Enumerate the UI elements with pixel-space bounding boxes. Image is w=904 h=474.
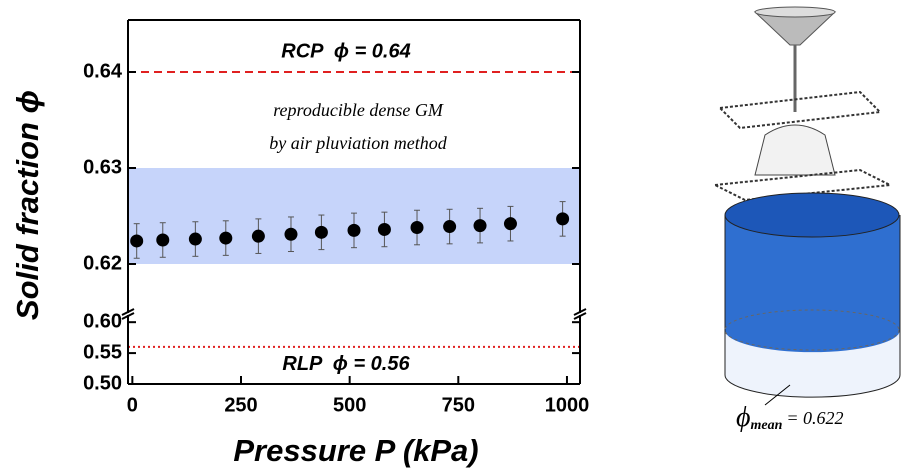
pointer bbox=[764, 384, 791, 406]
y-tick-label: 0.63 bbox=[83, 156, 122, 178]
funnel-rim bbox=[754, 6, 836, 18]
y-tick-label: 0.50 bbox=[83, 372, 122, 394]
x-tick-label: 0 bbox=[127, 394, 138, 416]
axis-break bbox=[121, 312, 135, 320]
x-tick-label: 1000 bbox=[545, 394, 590, 416]
point bbox=[156, 233, 170, 247]
y-tick-label: 0.60 bbox=[83, 310, 122, 332]
y-axis-label: Solid fraction ϕ bbox=[10, 90, 45, 320]
y-tick-label: 0.62 bbox=[83, 252, 122, 274]
cylinder-outline bbox=[724, 215, 901, 398]
axis-break bbox=[573, 308, 587, 316]
reference-label: RLP ϕ = 0.56 bbox=[282, 353, 410, 375]
point bbox=[473, 219, 487, 233]
point bbox=[410, 221, 424, 235]
point bbox=[443, 220, 457, 234]
y-tick-label: 0.64 bbox=[83, 60, 123, 82]
point bbox=[314, 225, 328, 239]
point bbox=[130, 234, 144, 248]
point bbox=[251, 229, 265, 243]
cylinder-top bbox=[724, 192, 900, 238]
point bbox=[556, 212, 570, 226]
pluviation-diagram: ϕmean = 0.622 bbox=[711, 6, 901, 433]
diagram-label: ϕmean = 0.622 bbox=[736, 402, 844, 433]
point bbox=[284, 227, 298, 241]
x-tick-label: 250 bbox=[224, 394, 257, 416]
axis-break bbox=[121, 308, 135, 316]
mesh bbox=[711, 168, 894, 202]
point bbox=[219, 231, 233, 245]
point bbox=[503, 217, 517, 231]
axis-break bbox=[573, 312, 587, 320]
level bbox=[724, 309, 900, 351]
reference-label: RCP ϕ = 0.64 bbox=[281, 40, 410, 62]
mesh bbox=[717, 90, 883, 130]
point bbox=[377, 222, 391, 236]
x-tick-label: 750 bbox=[442, 394, 475, 416]
annotation: by air pluviation method bbox=[269, 133, 447, 153]
cylinder-base bbox=[725, 330, 900, 398]
point bbox=[347, 223, 361, 237]
point bbox=[188, 232, 202, 246]
x-axis-label: Pressure P (kPa) bbox=[233, 433, 478, 468]
y-tick-label: 0.55 bbox=[83, 341, 122, 363]
x-tick-label: 500 bbox=[333, 394, 366, 416]
annotation: reproducible dense GM bbox=[273, 100, 444, 120]
stream bbox=[754, 124, 836, 176]
